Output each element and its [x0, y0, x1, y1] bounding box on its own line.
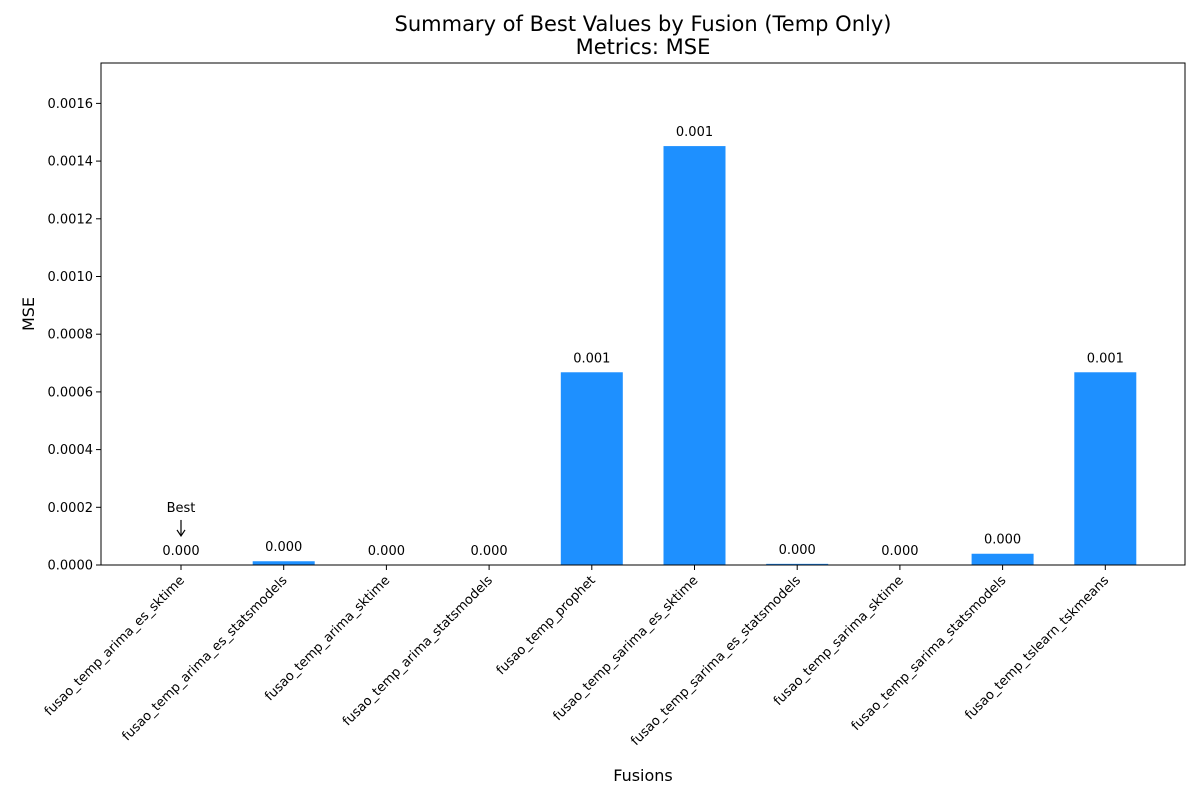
data-label: 0.000 — [779, 543, 816, 558]
y-tick-label: 0.0008 — [48, 328, 94, 343]
data-label: 0.001 — [1087, 351, 1124, 366]
x-tick-label: fusao_temp_prophet — [494, 573, 599, 678]
bar — [971, 553, 1034, 565]
data-label: 0.000 — [984, 533, 1021, 548]
bar — [560, 372, 623, 565]
bar — [663, 146, 726, 565]
bar — [1074, 372, 1137, 565]
bar — [252, 561, 315, 565]
y-axis-label: MSE — [19, 297, 38, 331]
data-label: 0.000 — [470, 544, 507, 559]
data-label: 0.000 — [265, 540, 302, 555]
y-tick-label: 0.0014 — [48, 155, 94, 170]
best-arrow-head — [176, 529, 186, 538]
best-annotation-label: Best — [167, 501, 196, 516]
x-axis-label: Fusions — [613, 766, 673, 785]
y-tick-label: 0.0012 — [48, 212, 94, 227]
y-tick-label: 0.0016 — [48, 97, 94, 112]
data-label: 0.000 — [368, 544, 405, 559]
bar — [766, 563, 829, 565]
chart-subtitle: Metrics: MSE — [576, 35, 711, 59]
plot-area: 0.0000 0.0002 0.0004 0.0006 0.0008 0.0010 0.00… — [42, 97, 1137, 749]
data-label: 0.000 — [881, 544, 918, 559]
y-tick-label: 0.0000 — [48, 559, 94, 574]
chart-title: Summary of Best Values by Fusion (Temp O… — [395, 12, 892, 36]
plot-frame — [100, 62, 1186, 566]
y-tick-label: 0.0010 — [48, 270, 94, 285]
x-tick-label: fusao_temp_arima_es_statsmodels — [120, 573, 291, 744]
x-tick-label: fusao_temp_sarima_es_statsmodels — [628, 573, 804, 749]
data-label: 0.001 — [676, 125, 713, 140]
y-tick-label: 0.0006 — [48, 385, 94, 400]
y-tick-label: 0.0002 — [48, 501, 94, 516]
y-tick-label: 0.0004 — [48, 443, 94, 458]
data-label: 0.001 — [573, 351, 610, 366]
best-data-label: 0.000 — [162, 544, 199, 559]
